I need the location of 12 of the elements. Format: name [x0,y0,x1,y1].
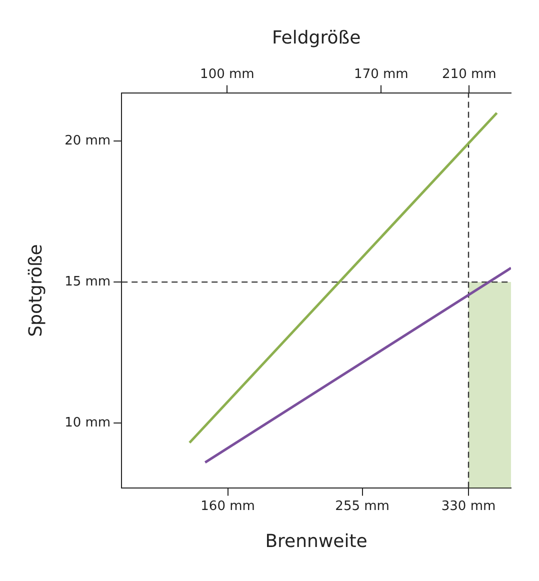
x-axis-title: Brennweite [265,530,368,552]
x2-tick-label: 170 mm [354,66,408,82]
x-tick-label: 255 mm [335,498,390,514]
x2-tick-label: 100 mm [200,66,254,82]
x2-axis-title: Feldgröße [272,27,361,48]
x-tick-label: 160 mm [200,498,255,514]
y-tick-label: 20 mm [64,133,111,148]
x2-tick-label: 210 mm [442,66,496,82]
x-tick-label: 330 mm [441,498,496,514]
y-tick-label: 15 mm [64,274,111,290]
y-tick-label: 10 mm [64,415,111,430]
y-axis-title: Spotgröße [25,244,46,337]
